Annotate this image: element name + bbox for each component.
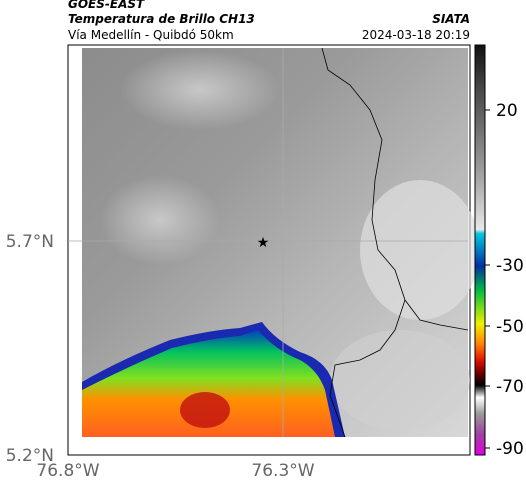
- subtitle: Temperatura de Brillo CH13: [68, 12, 255, 26]
- map-frame: ★: [67, 44, 480, 456]
- timestamp: 2024-03-18 20:19: [362, 28, 470, 42]
- y-tick-label: 5.7°N: [6, 232, 54, 252]
- svg-text:★: ★: [257, 235, 270, 251]
- colorbar-label: 20: [496, 101, 518, 121]
- title: GOES-EAST: [68, 0, 145, 11]
- colorbar-label: -90: [496, 439, 524, 459]
- caption: Vía Medellín - Quibdó 50km: [68, 28, 234, 42]
- x-tick-label: 76.3°W: [251, 461, 314, 481]
- colorbar: 20 -30 -50 -70 -90: [474, 44, 524, 459]
- y-tick-label: 5.2°N: [6, 446, 54, 466]
- colorbar-label: -30: [496, 256, 524, 276]
- colorbar-label: -50: [496, 317, 524, 337]
- colorbar-label: -70: [496, 377, 524, 397]
- source: SIATA: [432, 12, 470, 26]
- x-tick-label: 76.8°W: [36, 461, 99, 481]
